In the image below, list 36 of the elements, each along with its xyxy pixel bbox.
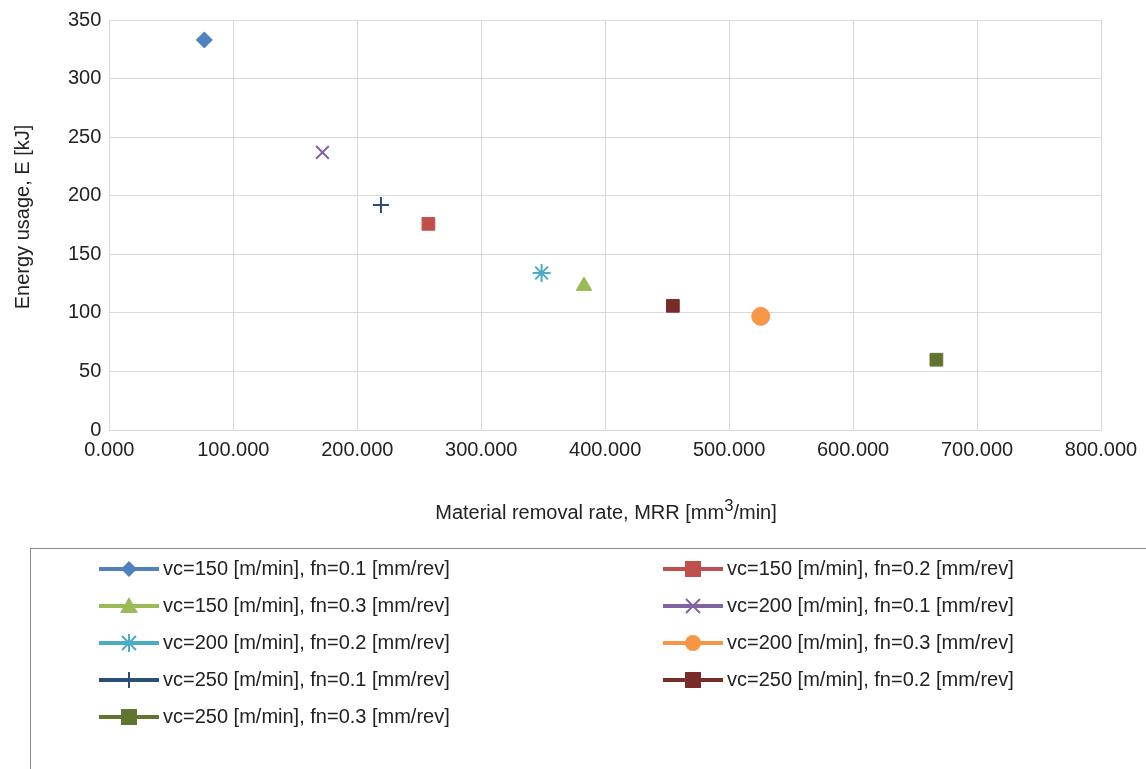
point [531,263,552,284]
x-tick-label: 600.000 [816,437,890,460]
point [195,31,213,49]
legend-label: vc=150 [m/min], fn=0.3 [mm/rev] [163,594,450,617]
legend-label: vc=200 [m/min], fn=0.3 [mm/rev] [727,631,1014,654]
point [666,298,680,313]
legend-label: vc=200 [m/min], fn=0.2 [mm/rev] [163,631,450,654]
y-tick-label: 200 [67,183,102,206]
point [315,145,330,160]
y-tick-label: 150 [67,241,102,264]
y-tick-label: 300 [67,66,102,89]
y-axis-title: Energy usage, E [kJ] [10,124,34,310]
x-tick-label: 400.000 [569,437,642,460]
legend-label: vc=200 [m/min], fn=0.1 [mm/rev] [727,594,1014,617]
x-axis-title: Material removal rate, MRR [mm$^{3}$/min] [434,496,778,524]
x-tick-label: 800.000 [1064,437,1138,460]
legend-label: vc=150 [m/min], fn=0.2 [mm/rev] [727,557,1014,580]
y-tick-label: 50 [79,358,102,381]
legend-label: vc=250 [m/min], fn=0.1 [mm/rev] [163,668,450,691]
y-tick-label: 350 [67,7,102,30]
x-tick-label: 0.000 [84,437,135,460]
legend-label: vc=250 [m/min], fn=0.2 [mm/rev] [727,668,1014,691]
y-tick-label: 250 [67,124,102,147]
y-tick-label: 100 [67,300,102,323]
y-tick-label: 0 [90,417,102,440]
x-tick-label: 100.000 [197,437,270,460]
x-tick-label: 200.000 [321,437,394,460]
legend-label: vc=250 [m/min], fn=0.3 [mm/rev] [163,705,450,728]
x-tick-label: 300.000 [445,437,518,460]
point [421,216,436,231]
x-tick-label: 500.000 [692,437,766,460]
point [929,352,944,367]
point [371,196,390,215]
legend-label: vc=150 [m/min], fn=0.1 [mm/rev] [163,557,450,580]
x-tick-label: 700.000 [940,437,1014,460]
point [751,306,771,326]
